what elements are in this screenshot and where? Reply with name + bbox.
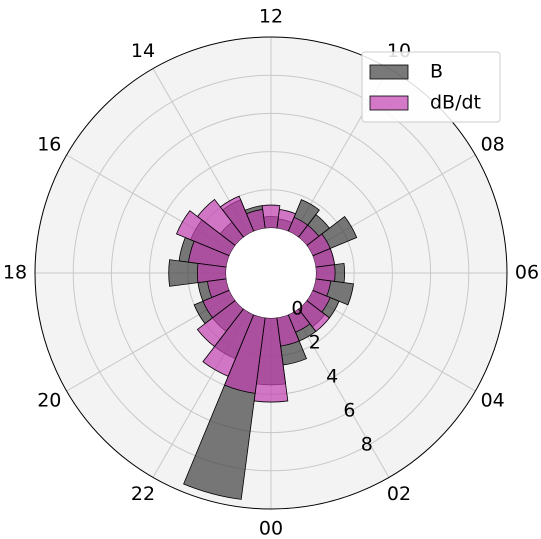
- theta-tick-label: 18: [3, 262, 27, 284]
- theta-tick-label: 16: [37, 134, 61, 156]
- theta-tick-label: 12: [259, 6, 283, 28]
- theta-tick-label: 14: [131, 40, 155, 62]
- theta-tick-label: 04: [481, 390, 505, 412]
- theta-tick-label: 08: [481, 134, 505, 156]
- legend-swatch: [369, 95, 409, 111]
- r-tick-label: 6: [343, 400, 355, 422]
- legend-swatch: [369, 64, 409, 80]
- legend-label: dB/dt: [430, 92, 481, 114]
- theta-tick-label: 22: [131, 483, 155, 505]
- theta-tick-label: 06: [515, 262, 539, 284]
- r-tick-label: 2: [309, 332, 321, 354]
- r-tick-label: 8: [361, 434, 373, 456]
- r-tick-label: 0: [291, 298, 303, 320]
- hole: [226, 228, 316, 318]
- r-tick-label: 4: [326, 366, 338, 388]
- theta-tick-label: 00: [259, 518, 283, 539]
- theta-tick-label: 02: [387, 483, 411, 505]
- legend-label: B: [430, 61, 443, 83]
- outer-frame: [34, 36, 508, 510]
- theta-tick-label: 20: [37, 390, 61, 412]
